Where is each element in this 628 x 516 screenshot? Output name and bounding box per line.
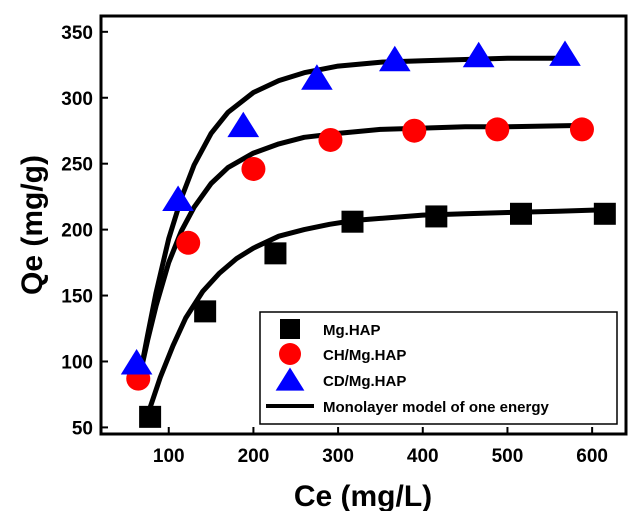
- model-curve-1: [147, 207, 608, 411]
- legend-box: [259, 311, 618, 425]
- y-tick-label: 300: [61, 89, 93, 110]
- data-point-cd-mg-hap: [120, 349, 153, 375]
- y-tick-label: 100: [61, 352, 93, 373]
- axis-ticks: 100 200 300 400 500 600 50 100 150 200 250 300 350: [61, 23, 608, 467]
- legend-marker: [279, 343, 301, 365]
- y-tick-label: 250: [61, 155, 93, 176]
- legend-label: Mg.HAP: [323, 322, 381, 339]
- data-point-mg-hap: [425, 205, 448, 228]
- model-curve-3: [137, 55, 568, 378]
- y-tick-label: 50: [72, 418, 93, 439]
- x-tick-label: 300: [322, 446, 354, 467]
- model-curves: [137, 55, 608, 411]
- x-tick-label: 100: [153, 446, 185, 467]
- x-axis-title: Ce (mg/L): [294, 480, 432, 511]
- data-point-cd-mg-hap: [379, 45, 411, 72]
- data-point-cd-mg-hap: [162, 185, 194, 211]
- legend-label: CH/Mg.HAP: [323, 347, 406, 364]
- y-axis-title: Qe (mg/g): [16, 155, 49, 295]
- y-tick-label: 200: [61, 221, 93, 242]
- model-curve-2: [137, 122, 587, 378]
- y-tick-label: 150: [61, 287, 93, 308]
- data-point-mg-hap: [139, 405, 162, 428]
- data-point-mg-hap: [264, 242, 287, 265]
- data-point-mg-hap: [593, 202, 616, 225]
- data-point-ch-mg-hap: [176, 230, 201, 255]
- x-tick-label: 500: [492, 446, 524, 467]
- y-tick-label: 350: [61, 23, 93, 44]
- data-point-ch-mg-hap: [318, 127, 343, 152]
- data-point-mg-hap: [341, 210, 364, 233]
- legend-label: CD/Mg.HAP: [323, 373, 406, 390]
- legend-marker: [275, 367, 305, 391]
- x-tick-label: 600: [576, 446, 608, 467]
- data-markers: [120, 40, 616, 428]
- data-point-ch-mg-hap: [569, 117, 594, 142]
- data-point-cd-mg-hap: [227, 111, 260, 138]
- data-point-cd-mg-hap: [462, 41, 495, 68]
- data-point-mg-hap: [194, 300, 217, 323]
- data-point-cd-mg-hap: [549, 40, 581, 66]
- legend-label: Monolayer model of one energy: [323, 399, 550, 416]
- x-tick-label: 200: [238, 446, 270, 467]
- legend-marker: [280, 319, 300, 339]
- data-point-ch-mg-hap: [241, 156, 266, 181]
- legend: Mg.HAP CH/Mg.HAP CD/Mg.HAP Monolayer model …: [259, 311, 618, 425]
- data-point-ch-mg-hap: [485, 117, 510, 142]
- x-tick-label: 400: [407, 446, 439, 467]
- plot-frame: [99, 14, 628, 436]
- data-point-cd-mg-hap: [301, 64, 333, 90]
- data-point-ch-mg-hap: [402, 118, 427, 143]
- data-point-mg-hap: [510, 202, 532, 225]
